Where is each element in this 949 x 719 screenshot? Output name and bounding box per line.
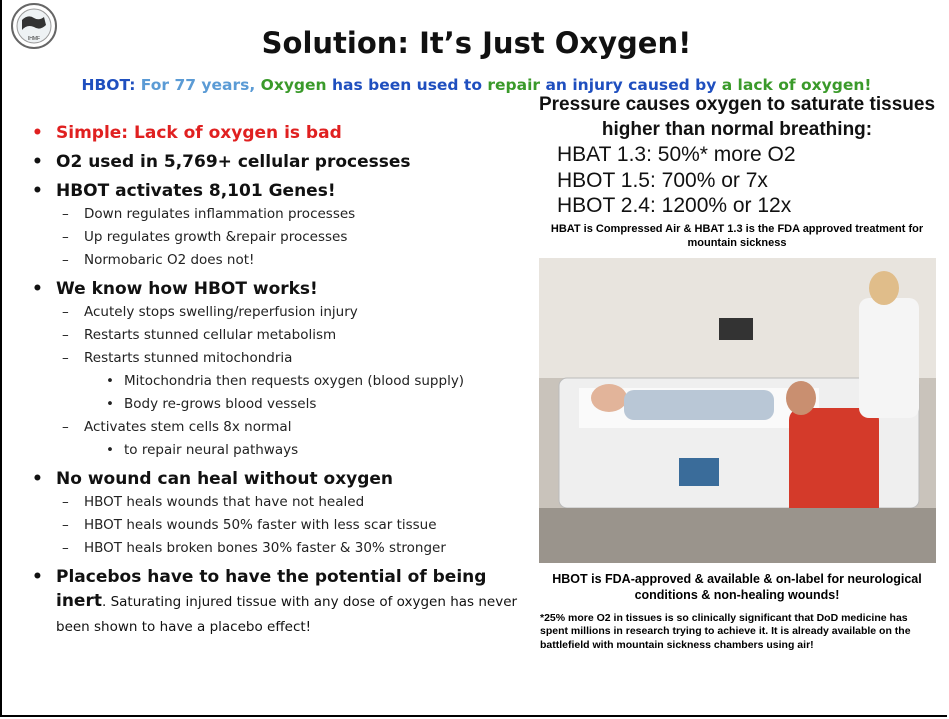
bullet-text: Restarts stunned cellular metabolism [84,327,337,343]
bullet: HBOT activates 8,101 Genes! [32,179,532,203]
bullet-text: Mitochondria then requests oxygen (blood… [124,373,465,389]
bullet-text: Acutely stops swelling/reperfusion injur… [84,304,358,320]
bullet-text: O2 used in 5,769+ cellular processes [56,152,411,172]
bullet: Normobaric O2 does not! [32,249,532,272]
bullet: Mitochondria then requests oxygen (blood… [32,370,532,393]
bullet-text: No wound can heal without oxygen [56,469,394,489]
bullet-text: Body re-grows blood vessels [124,396,317,412]
subtitle-segment: repair [487,76,546,94]
bullet-text: Down regulates inflammation processes [84,206,356,222]
bullet: Body re-grows blood vessels [32,393,532,416]
levels: HBAT 1.3: 50%* more O2 HBOT 1.5: 700% or … [537,142,937,219]
bullet-text: Normobaric O2 does not! [84,252,255,268]
bullet: No wound can heal without oxygen [32,467,532,491]
logo-label: IHMF [28,36,40,42]
bullet: HBOT heals wounds 50% faster with less s… [32,514,532,537]
bullet-list: Simple: Lack of oxygen is bad O2 used in … [32,116,532,639]
bullet: Placebos have to have the potential of b… [32,565,532,639]
subtitle: HBOT: For 77 years, Oxygen has been used… [2,76,949,94]
bullet: to repair neural pathways [32,439,532,462]
bullet: Acutely stops swelling/reperfusion injur… [32,301,532,324]
bullet: Down regulates inflammation processes [32,203,532,226]
bullet: Simple: Lack of oxygen is bad [32,121,532,145]
footnote: *25% more O2 in tissues is so clinically… [540,611,911,651]
bullet-text: to repair neural pathways [124,442,299,458]
subtitle-segment: has been [331,76,417,94]
bullet-text: HBOT heals wounds 50% faster with less s… [84,517,437,533]
pressure-level: HBOT 1.5: 700% or 7x [557,168,768,192]
bullet: Restarts stunned cellular metabolism [32,324,532,347]
bullet-text: Restarts stunned mitochondria [84,350,293,366]
bullet: We know how HBOT works! [32,277,532,301]
pressure-level: HBAT 1.3: 50%* more O2 [557,143,796,166]
title: Solution: It’s Just Oxygen! [261,26,692,60]
bullet-text: HBOT heals wounds that have not healed [84,494,365,510]
bullet: HBOT heals wounds that have not healed [32,491,532,514]
bullet: HBOT heals broken bones 30% faster & 30%… [32,537,532,560]
subtitle-segment: an injury caused by [545,76,722,94]
heading: Pressure causes oxygen to saturate tissu… [538,94,936,140]
subtitle-segment: HBOT: [81,76,141,94]
bullet: O2 used in 5,769+ cellular processes [32,150,532,174]
note: HBAT is Compressed Air & HBAT 1.3 is the… [550,222,924,249]
subtitle-segment: Oxygen [260,76,332,94]
pressure-level: HBOT 2.4: 1200% or 12x [557,194,792,217]
caption: HBOT is FDA-approved & available & on-la… [552,571,922,602]
subtitle-segment: a lack of oxygen! [721,76,872,94]
bullet: Restarts stunned mitochondria [32,347,532,370]
bullet-text: HBOT activates 8,101 Genes! [56,181,336,201]
bullet-text: Activates stem cells 8x normal [84,419,292,435]
bullet-text: Up regulates growth &repair processes [84,229,348,245]
right-column: Pressure causes oxygen to saturate tissu… [537,92,937,652]
bullet-text: Placebos have to have the potential of b… [56,567,487,611]
bullet: Activates stem cells 8x normal [32,416,532,439]
subtitle-segment: For 77 years, [140,76,261,94]
logo: IHMF [11,3,57,49]
bullet-text: Simple: Lack of oxygen is bad [56,123,342,143]
bullet: Up regulates growth &repair processes [32,226,532,249]
bullet-text: HBOT heals broken bones 30% faster & 30%… [84,540,446,556]
subtitle-segment: used to [416,76,488,94]
bullet-text: We know how HBOT works! [56,279,318,299]
bullet-tail: . Saturating injured tissue with any dos… [56,594,518,635]
photo [539,257,936,563]
